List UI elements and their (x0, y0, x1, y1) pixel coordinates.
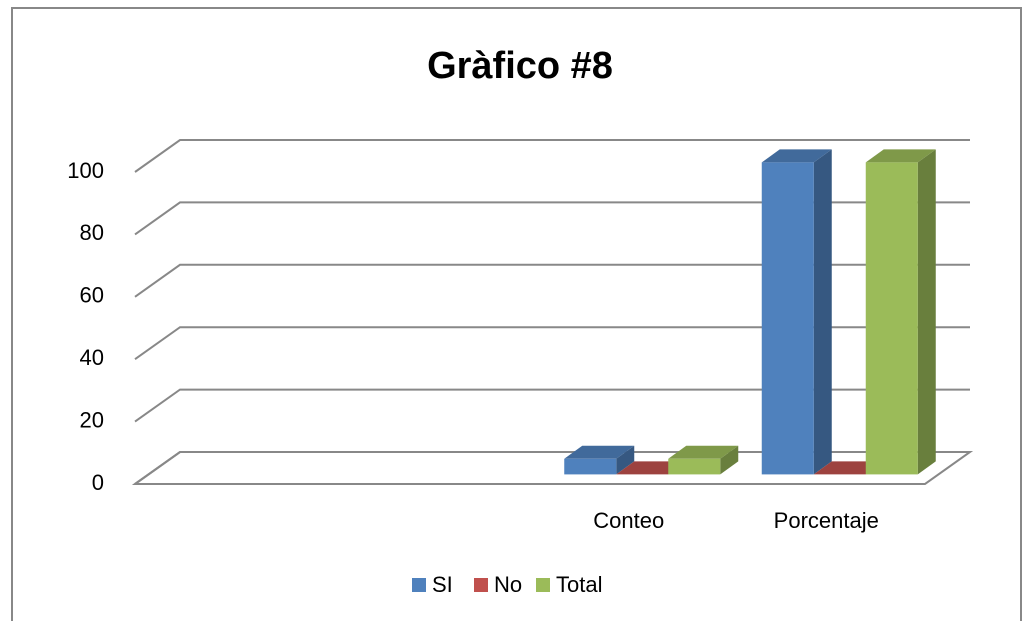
bar-side (813, 149, 832, 475)
bar (761, 162, 814, 475)
grid-line (134, 139, 970, 173)
bar-side (720, 445, 739, 475)
grid-line (134, 263, 970, 298)
y-tick-label: 60 (80, 283, 104, 308)
chart-title: Gràfico #8 (427, 45, 613, 87)
legend-label: No (494, 572, 522, 597)
legend-label: SI (432, 572, 453, 597)
bar (865, 162, 918, 475)
y-tick-label: 0 (92, 470, 104, 495)
floor (131, 451, 974, 485)
legend-swatch (474, 578, 488, 592)
legend-swatch (412, 578, 426, 592)
grid-line (134, 326, 970, 361)
grid-line (134, 201, 970, 236)
y-tick-label: 40 (80, 345, 104, 370)
bar-side (616, 445, 635, 475)
bar (564, 458, 617, 475)
legend-label: Total (556, 572, 602, 597)
bar (668, 458, 721, 475)
bar-top (564, 445, 635, 459)
x-tick-label: Porcentaje (774, 508, 879, 533)
bar-top (668, 445, 739, 459)
bar-top (865, 149, 936, 163)
chart-frame (11, 7, 1022, 621)
bar-top (761, 149, 832, 163)
bar-side (917, 149, 936, 475)
y-tick-label: 20 (80, 407, 104, 432)
y-tick-label: 100 (67, 158, 104, 183)
x-tick-label: Conteo (593, 508, 664, 533)
legend-swatch (536, 578, 550, 592)
y-tick-label: 80 (80, 220, 104, 245)
grid-line (134, 388, 970, 423)
